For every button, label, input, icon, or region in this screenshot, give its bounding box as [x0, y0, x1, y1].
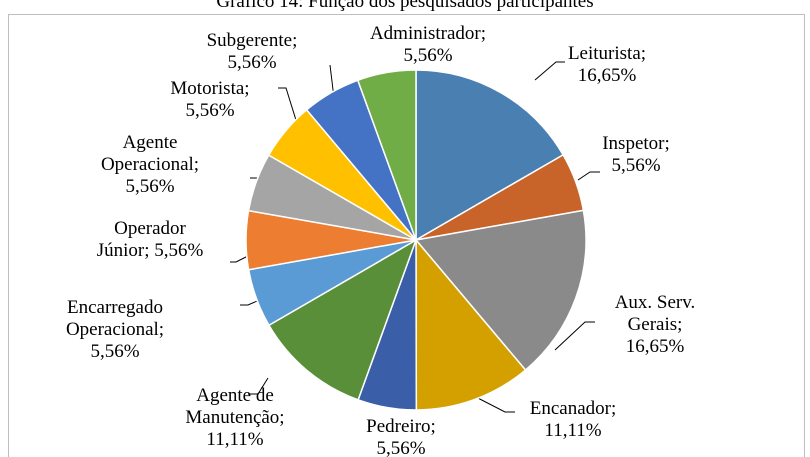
value-label: 11,11% — [206, 429, 264, 450]
category-label: Encarregado Operacional; — [65, 297, 165, 340]
data-label: Agente Operacional; 5,56% — [88, 132, 213, 198]
chart-title: Gráfico 14: Função dos pesquisados parti… — [216, 0, 594, 12]
data-label: Pedreiro; 5,56% — [351, 416, 451, 457]
value-label: 5,56% — [376, 438, 426, 457]
data-label: Motorista; 5,56% — [155, 78, 265, 122]
value-label: 11,11% — [544, 420, 602, 441]
data-label: Subgerente; 5,56% — [197, 30, 307, 74]
category-label: Encanador; — [529, 398, 617, 419]
category-label: Leiturista; — [567, 43, 647, 64]
value-label: 5,56% — [185, 100, 235, 121]
data-label: Encanador; 11,11% — [508, 398, 638, 442]
category-label: Operador Júnior; — [96, 218, 186, 261]
data-label: Administrador; 5,56% — [358, 23, 498, 67]
data-label: Inspetor; 5,56% — [586, 133, 686, 177]
pie-slice — [267, 238, 418, 401]
pie-slice — [415, 69, 565, 242]
value-label: 5,56% — [125, 176, 175, 197]
category-label: Pedreiro; — [366, 416, 436, 437]
category-label: Agente de Manutenção; — [185, 385, 285, 428]
value-label: 16,65% — [577, 65, 637, 86]
category-label: Inspetor; — [602, 133, 670, 154]
value-label: 16,65% — [625, 336, 685, 357]
data-label: Operador Júnior; 5,56% — [88, 218, 213, 262]
value-label: 5,56% — [90, 341, 140, 362]
category-label: Administrador; — [369, 23, 487, 44]
category-label: Aux. Serv. Gerais; — [614, 292, 696, 335]
data-label: Encarregado Operacional; 5,56% — [53, 297, 178, 363]
data-label: Agente de Manutenção; 11,11% — [178, 385, 293, 451]
value-label: 5,56% — [403, 45, 453, 66]
pie-slice — [414, 209, 587, 372]
data-label: Leiturista; 16,65% — [547, 43, 667, 87]
data-label: Aux. Serv. Gerais; 16,65% — [605, 292, 705, 358]
pie-slice — [415, 237, 527, 411]
pie-slice — [356, 69, 417, 241]
chart-border — [8, 14, 805, 457]
value-label: 5,56% — [154, 240, 204, 261]
value-label: 5,56% — [227, 52, 277, 73]
category-label: Agente Operacional; — [100, 132, 200, 175]
category-label: Subgerente; — [206, 30, 298, 51]
category-label: Motorista; — [170, 78, 250, 99]
value-label: 5,56% — [611, 155, 661, 176]
